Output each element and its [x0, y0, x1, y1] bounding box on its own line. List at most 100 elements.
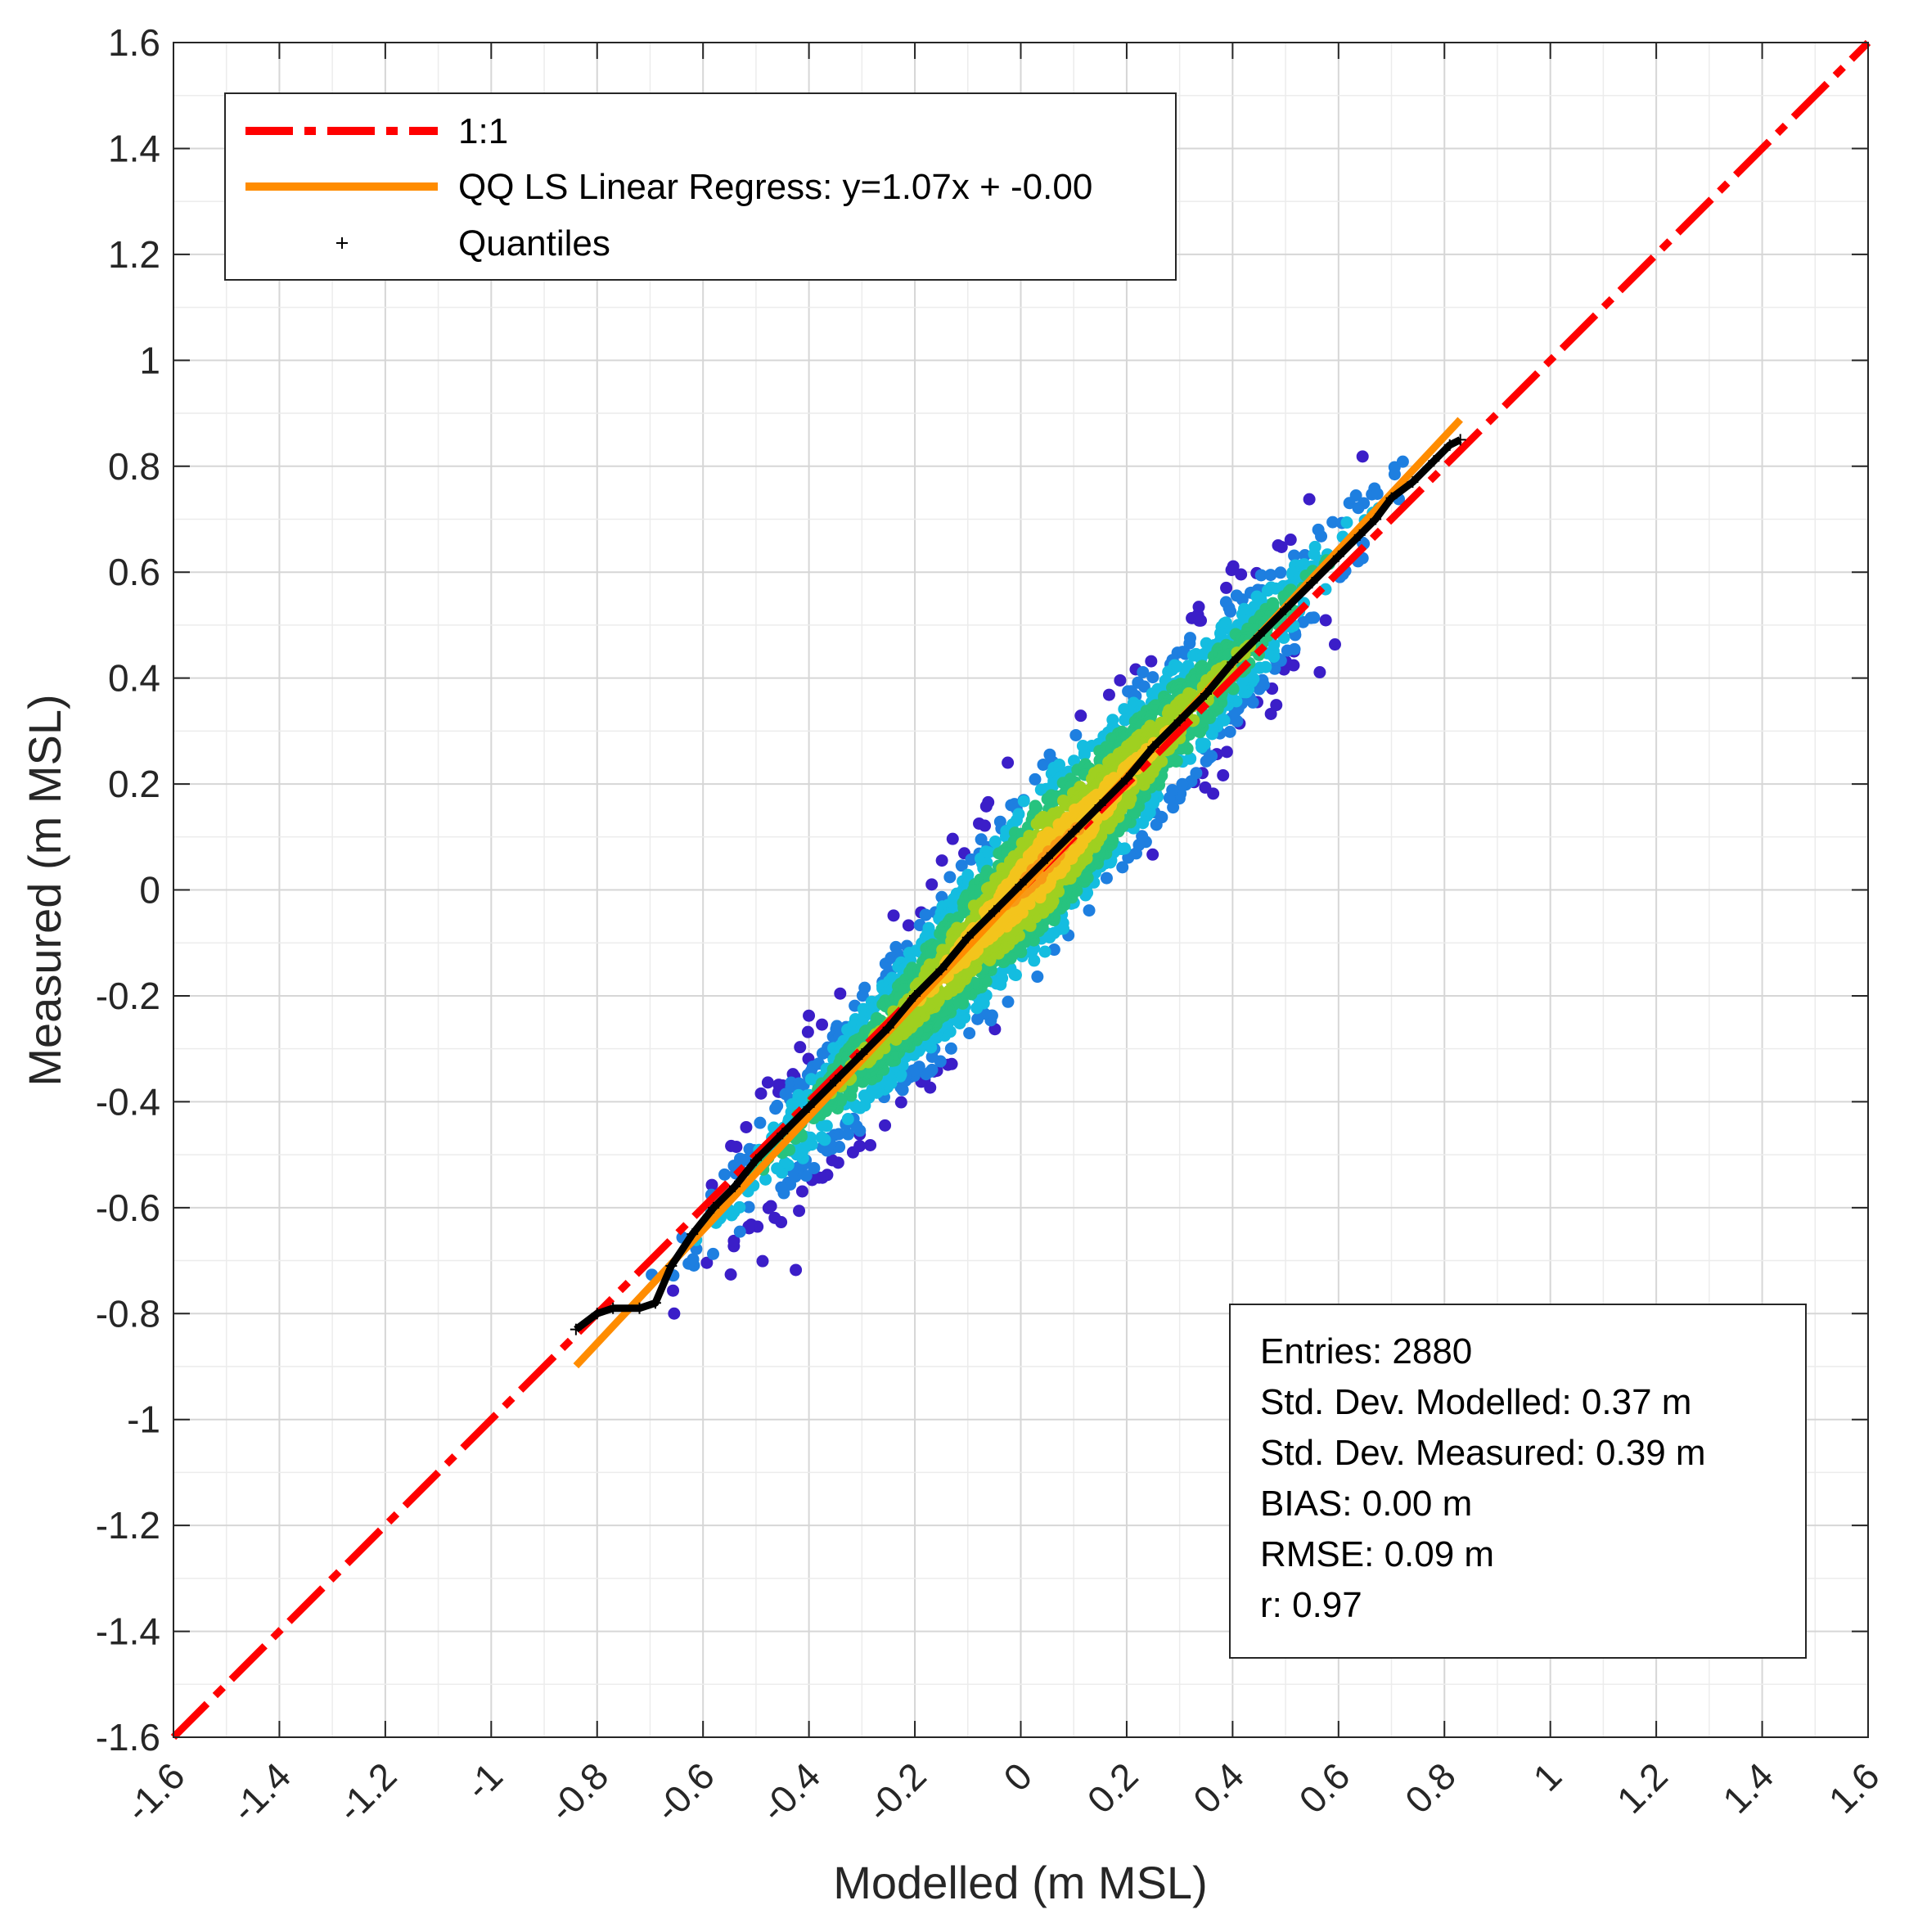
scatter-point: [1166, 784, 1179, 797]
scatter-point: [775, 1181, 788, 1194]
scatter-point: [816, 1018, 829, 1031]
scatter-point: [687, 1253, 700, 1266]
quantile-marker: [882, 1021, 894, 1034]
legend-swatch-quantiles: [336, 237, 348, 249]
legend: 1:1 QQ LS Linear Regress: y=1.07x + -0.0…: [224, 92, 1177, 281]
scatter-point: [1224, 605, 1237, 618]
scatter-point: [1002, 995, 1015, 1008]
quantile-marker: [856, 1048, 868, 1061]
scatter-point: [841, 1113, 854, 1126]
y-tick-label: 0: [139, 869, 160, 912]
quantile-marker: [649, 1297, 661, 1309]
scatter-point: [668, 1307, 681, 1320]
quantile-marker: [1332, 550, 1344, 562]
y-tick-label: -0.4: [96, 1080, 160, 1123]
scatter-point: [754, 1116, 767, 1129]
y-tick-label: 1.2: [108, 233, 160, 276]
quantile-marker: [1353, 529, 1366, 541]
scatter-point: [769, 1102, 782, 1115]
scatter-point: [1116, 861, 1129, 874]
scatter-point: [1388, 468, 1401, 481]
y-tick-label: -0.2: [96, 975, 160, 1017]
y-axis-label: Measured (m MSL): [19, 694, 70, 1086]
quantile-marker: [961, 931, 974, 943]
y-tick-label: -1.4: [96, 1610, 160, 1653]
scatter-point: [724, 1268, 737, 1281]
quantile-marker: [1454, 434, 1466, 446]
quantile-marker: [665, 1260, 678, 1272]
scatter-point: [1195, 736, 1208, 750]
scatter-point: [1371, 487, 1384, 500]
stat-r: r: 0.97: [1260, 1585, 1362, 1625]
axis-ticks: [173, 42, 1869, 1738]
quantile-marker: [988, 905, 1001, 917]
scatter-point: [935, 854, 948, 867]
scatter-point: [1167, 801, 1180, 814]
scatter-point: [1274, 566, 1287, 579]
quantile-marker: [570, 1323, 582, 1335]
scatter-point: [794, 1041, 807, 1054]
quantile-marker: [909, 989, 921, 1002]
scatter-point: [902, 919, 915, 932]
scatter-point: [1199, 781, 1212, 794]
scatter-point: [1352, 502, 1365, 515]
scatter-point: [1235, 568, 1248, 581]
quantile-marker: [1173, 714, 1186, 727]
scatter-point: [946, 832, 959, 845]
quantile-marker: [1385, 492, 1398, 504]
scatter-point: [988, 835, 1002, 849]
scatter-point: [979, 799, 993, 813]
scatter-point: [1047, 943, 1060, 957]
quantile-markers: [570, 434, 1466, 1335]
scatter-point: [963, 1027, 976, 1040]
scatter-point: [1356, 450, 1369, 463]
scatter-point: [1313, 666, 1326, 679]
scatter-point: [768, 1211, 781, 1224]
scatter-point: [1037, 758, 1050, 771]
scatter-point: [667, 1284, 680, 1297]
scatter-point: [1102, 688, 1115, 701]
scatter-point: [1118, 703, 1131, 716]
scatter-point: [808, 1161, 821, 1174]
stat-std-modelled: Std. Dev. Modelled: 0.37 m: [1260, 1382, 1691, 1422]
quantile-marker: [1041, 852, 1053, 864]
scatter-point: [1220, 745, 1233, 759]
scatter-point: [1146, 671, 1159, 684]
quantile-marker: [1094, 799, 1106, 811]
scatter-point: [727, 1234, 741, 1247]
quantile-marker: [1200, 688, 1213, 700]
scatter-point: [979, 819, 992, 832]
scatter-point: [1137, 665, 1150, 678]
scatter-point: [1017, 795, 1030, 808]
scatter-point: [742, 1200, 755, 1214]
quantile-marker: [1306, 577, 1318, 589]
scatter-point: [690, 1242, 703, 1255]
scatter-point: [894, 1096, 907, 1109]
y-tick-label: -1.6: [96, 1716, 160, 1759]
scatter-point: [1275, 540, 1288, 553]
scatter-point: [1010, 813, 1023, 826]
scatter-point: [1303, 493, 1316, 506]
statistics-box: Entries: 2880 Std. Dev. Modelled: 0.37 m…: [1229, 1304, 1807, 1659]
y-tick-label: 0.6: [108, 551, 160, 593]
scatter-point: [1315, 529, 1328, 543]
legend-label-regression: QQ LS Linear Regress: y=1.07x + -0.00: [458, 167, 1092, 207]
x-axis-label: Modelled (m MSL): [833, 1857, 1207, 1908]
y-tick-label: 0.8: [108, 445, 160, 488]
quantile-marker: [633, 1302, 646, 1314]
scatter-point: [1083, 904, 1096, 917]
scatter-point: [1183, 637, 1196, 650]
scatter-point: [1340, 516, 1353, 529]
quantile-marker: [607, 1302, 619, 1314]
scatter-point: [705, 1178, 718, 1191]
quantile-marker: [1253, 629, 1265, 642]
quantile-marker: [708, 1201, 720, 1214]
y-tick-label: 1.6: [108, 21, 160, 64]
quantile-marker: [1407, 476, 1419, 489]
scatter-point: [841, 1128, 854, 1141]
y-tick-labels: 1.6 1.4 1.2 1 0.8 0.6 0.4 0.2 0 -0.2 -0.4 -0.6 -0.8 -…: [96, 21, 160, 1759]
grid-lines: [173, 42, 1869, 1738]
y-tick-label: 1: [139, 339, 160, 381]
scatter-point: [1236, 593, 1249, 606]
y-tick-label: -0.6: [96, 1187, 160, 1229]
